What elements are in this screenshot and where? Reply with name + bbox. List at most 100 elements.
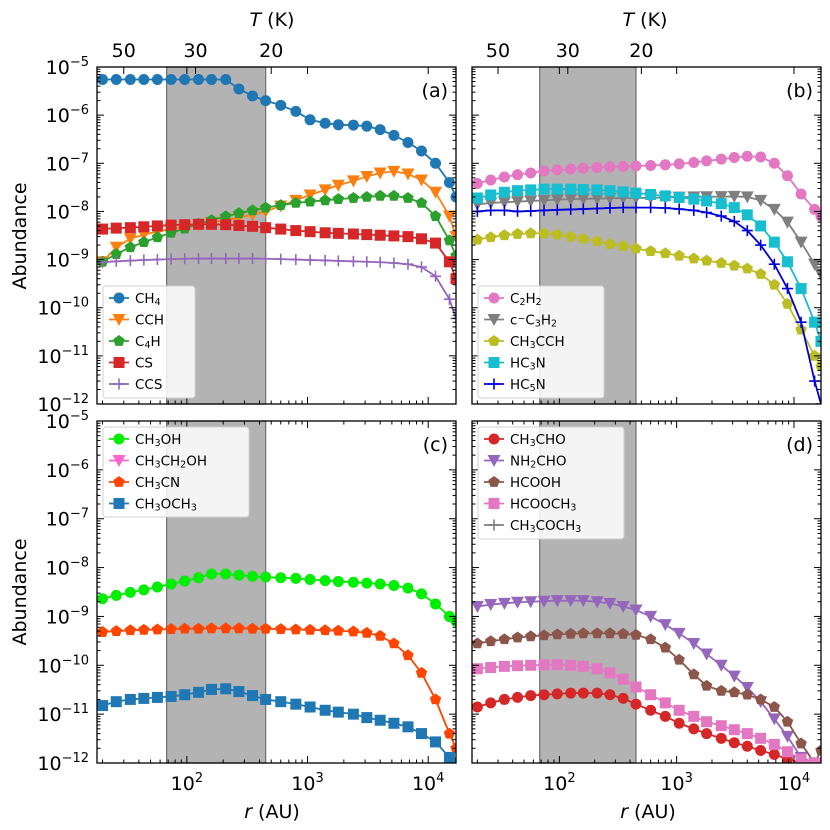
data-point-CH4	[97, 73, 109, 85]
data-point-CH3OCH3	[347, 708, 359, 720]
data-point-HC5N	[768, 258, 780, 270]
top-tick-label: 50	[486, 40, 510, 62]
data-point-C2H2	[591, 161, 603, 173]
data-point-CS	[388, 230, 400, 242]
data-point-C4H	[443, 234, 456, 246]
data-point-CH3CN	[275, 623, 287, 634]
series-line-NH2CHO	[477, 599, 821, 763]
data-point-CH3CHO	[741, 740, 753, 752]
data-point-HC3N	[755, 220, 767, 232]
data-point-CCS	[347, 255, 359, 267]
data-point-CCS	[193, 253, 205, 265]
y-tick-label: 10−9	[46, 248, 89, 272]
data-point-CCS	[304, 254, 316, 266]
data-point-CCS	[430, 270, 442, 282]
data-point-C2H2	[741, 150, 753, 162]
data-point-CCH	[414, 174, 428, 187]
data-point-CH4	[402, 137, 414, 149]
data-point-CH3OCH3	[260, 693, 272, 705]
data-point-CH3CN	[361, 626, 373, 638]
y-tick-label: 10−12	[37, 751, 89, 775]
data-point-CCH	[401, 168, 415, 181]
data-point-CH3CHO	[701, 728, 713, 740]
data-point-c-C3H2	[727, 190, 741, 203]
data-point-CH3CCH	[591, 235, 603, 247]
data-point-NH2CHO	[497, 597, 511, 610]
legend-label-C4H: C4H	[135, 334, 161, 351]
data-point-CH3CHO	[768, 748, 780, 760]
data-point-CH3CN	[259, 622, 272, 634]
data-point-HC5N	[525, 205, 537, 217]
data-point-CH3OCH3	[205, 683, 217, 695]
data-point-HC5N	[688, 204, 700, 216]
data-point-NH2CHO	[644, 610, 658, 623]
data-point-C2H2	[498, 171, 510, 183]
data-point-CH3CHO	[673, 717, 685, 729]
data-point-C2H2	[768, 157, 780, 169]
data-point-HC3N	[472, 192, 483, 204]
data-point-HC5N	[485, 204, 497, 216]
data-point-HCOOCH3	[728, 724, 740, 736]
data-point-HCOOCH3	[565, 659, 577, 671]
data-point-CH3OCH3	[97, 700, 109, 712]
data-point-CH3OCH3	[415, 728, 427, 740]
data-point-CH4	[220, 73, 232, 85]
data-point-HCOOCH3	[741, 728, 753, 740]
data-point-HC5N	[728, 215, 740, 227]
panel-title: (c)	[423, 434, 448, 456]
legend-label-CH3COCH3: CH3COCH3	[510, 518, 581, 535]
data-point-HCOOH	[795, 737, 807, 749]
legend-marker-HC5N	[488, 378, 500, 390]
y-tick-label: 10−11	[37, 344, 89, 368]
data-point-HC3N	[768, 236, 780, 248]
legend-marker-CCH	[112, 314, 126, 326]
data-point-CH4	[124, 73, 136, 85]
data-point-CH3CCH	[700, 254, 713, 266]
data-point-HC5N	[604, 202, 616, 214]
data-point-C4H	[415, 196, 428, 208]
data-point-C2H2	[795, 188, 807, 200]
data-point-CH3CN	[110, 625, 122, 636]
data-point-c-C3H2	[550, 194, 564, 207]
data-point-NH2CHO	[616, 600, 630, 613]
data-point-C4H	[319, 194, 331, 206]
data-point-C2H2	[577, 162, 589, 174]
data-point-HCOOCH3	[472, 663, 483, 675]
data-point-CH3CN	[415, 666, 428, 678]
top-tick-label: 30	[183, 40, 207, 62]
data-point-CS	[430, 237, 442, 249]
data-point-CCH	[303, 189, 317, 202]
data-point-CH3CCH	[781, 297, 794, 309]
data-point-CCH	[360, 171, 374, 184]
legend-label-HC3N: HC3N	[510, 356, 546, 373]
data-point-CH3CN	[233, 622, 245, 634]
data-point-C4H	[332, 193, 345, 204]
data-point-CH4	[193, 73, 205, 85]
data-point-CH3OH	[388, 579, 400, 591]
data-point-CCH	[123, 233, 137, 246]
data-point-CCH	[109, 241, 123, 254]
data-point-CH3OH	[319, 575, 331, 587]
data-point-CH3OH	[402, 582, 414, 594]
data-point-CH3OH	[97, 593, 109, 605]
y-tick-label: 10−5	[46, 55, 89, 79]
legend-marker-CH4	[113, 292, 125, 304]
panel-title: (d)	[786, 434, 813, 456]
panels: 10−12 10−11 10−10 10−9 10−8 10−7 10−6 10−5 50 30 2…	[37, 40, 822, 795]
data-point-CS	[179, 219, 191, 231]
data-point-CH3OH	[275, 572, 287, 584]
data-point-HC5N	[512, 205, 524, 217]
data-point-CCH	[387, 165, 401, 178]
data-point-HCOOH	[688, 668, 700, 680]
data-point-CH4	[233, 83, 245, 95]
data-point-HC3N	[659, 190, 671, 202]
data-point-HC5N	[577, 203, 589, 215]
data-point-C2H2	[630, 160, 642, 172]
data-point-CCH	[429, 186, 443, 199]
data-point-c-C3H2	[590, 193, 604, 206]
data-point-CH4	[332, 119, 344, 131]
data-point-NH2CHO	[576, 595, 590, 608]
data-point-CH3OCH3	[319, 704, 331, 716]
data-point-CH3CCH	[741, 262, 753, 274]
